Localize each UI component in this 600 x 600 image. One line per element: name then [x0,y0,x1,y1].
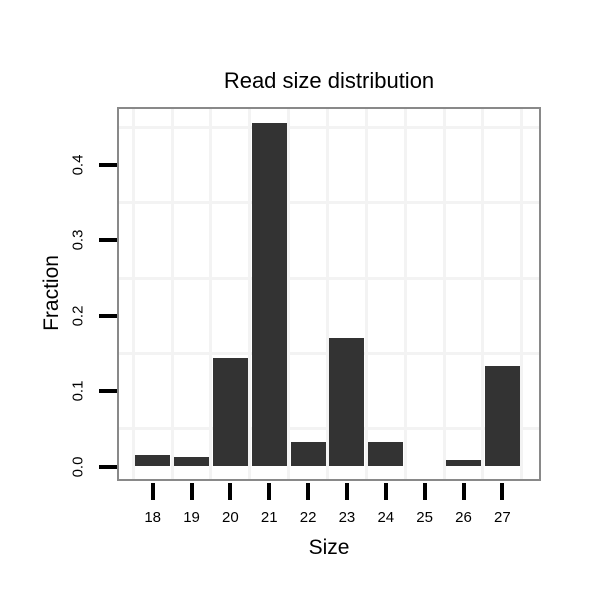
x-axis-tick-label: 22 [299,509,317,526]
y-axis-tick-label: 0.4 [69,154,87,176]
x-axis-tick [422,483,427,500]
y-axis-tick-label: 0.2 [69,305,87,327]
x-axis-tick-label: 20 [222,509,239,526]
gridline-vertical [403,109,407,479]
y-axis-tick-label: 0.0 [69,456,87,477]
x-axis-tick [150,483,155,500]
bar-size-21 [251,123,287,467]
x-axis-tick [189,483,194,500]
x-axis-tick-label: 24 [377,509,395,526]
y-axis-tick [99,162,117,167]
x-axis-tick-label: 25 [416,509,433,526]
x-axis-tick-label: 23 [338,509,356,526]
x-axis-tick [500,483,505,500]
x-axis-tick-label: 26 [455,509,472,526]
x-axis-tick-label: 21 [260,509,278,526]
y-axis-tick-label: 0.3 [69,229,87,251]
gridline-vertical [481,109,485,479]
x-axis-tick [383,483,388,500]
gridline-vertical [326,109,330,479]
gridline-vertical [364,109,368,479]
x-axis-tick [267,483,272,500]
chart-title: Read size distribution [223,68,435,93]
y-axis-tick [99,313,117,318]
x-axis-tick [344,483,349,500]
x-axis-tick-label: 19 [183,509,200,526]
gridline-vertical [170,109,174,479]
bar-size-18 [135,455,171,467]
gridline-vertical [287,109,291,479]
gridline-vertical [131,109,135,479]
y-axis-tick [99,238,117,243]
y-axis-title: Fraction [40,255,63,331]
bar-size-24 [368,442,404,467]
y-axis-tick-label: 0.1 [69,380,87,402]
y-axis-tick [99,389,117,394]
bar-size-19 [174,456,210,467]
gridline-vertical [442,109,446,479]
x-axis-tick-label: 27 [494,509,511,526]
bar-size-27 [484,366,520,467]
x-axis-tick [306,483,311,500]
bar-size-20 [212,357,248,467]
bar-size-23 [329,337,365,467]
x-axis-tick [228,483,233,500]
y-axis-tick [99,464,117,469]
x-axis-title: Size [308,536,350,559]
x-axis-tick [461,483,466,500]
bar-size-22 [290,442,326,467]
bar-size-26 [446,460,481,467]
plot-panel [117,107,541,481]
gridline-vertical [248,109,252,479]
gridline-vertical [209,109,213,479]
x-axis-tick-label: 18 [144,509,162,526]
gridline-vertical [520,109,524,479]
